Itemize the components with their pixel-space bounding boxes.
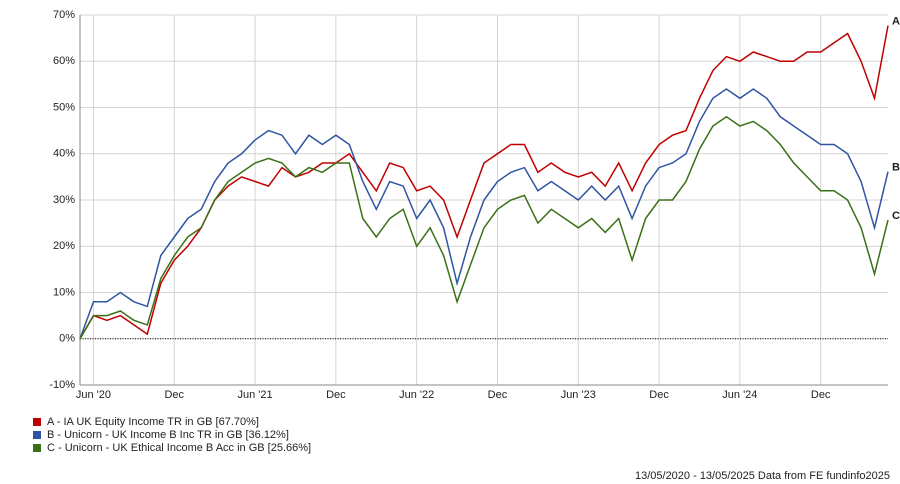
y-tick-label: 70% (53, 9, 75, 21)
legend-swatch (33, 431, 41, 439)
legend-swatch (33, 444, 41, 452)
y-tick-label: 50% (53, 101, 75, 113)
legend-swatch (33, 418, 41, 426)
legend-label: B - Unicorn - UK Income B Inc TR in GB [… (47, 429, 289, 441)
x-tick-label: Dec (811, 389, 831, 401)
legend-label: C - Unicorn - UK Ethical Income B Acc in… (47, 442, 311, 454)
x-tick-label: Dec (326, 389, 346, 401)
end-label: A (892, 16, 900, 28)
y-tick-label: 60% (53, 55, 75, 67)
x-tick-label: Dec (164, 389, 184, 401)
x-tick-label: Jun '20 (76, 389, 111, 401)
footer: 13/05/2020 - 13/05/2025 Data from FE fun… (635, 470, 890, 482)
y-tick-label: 40% (53, 148, 75, 160)
y-tick-label: 10% (53, 286, 75, 298)
series-line (79, 25, 889, 340)
y-tick-label: 30% (53, 194, 75, 206)
x-tick-label: Dec (488, 389, 508, 401)
y-tick-label: -10% (49, 379, 75, 391)
x-tick-label: Jun '21 (237, 389, 272, 401)
x-tick-label: Jun '23 (561, 389, 596, 401)
x-tick-label: Dec (649, 389, 669, 401)
end-label: C (892, 210, 900, 222)
x-tick-label: Jun '22 (399, 389, 434, 401)
series-line (79, 115, 889, 340)
y-tick-label: 20% (53, 240, 75, 252)
x-tick-label: Jun '24 (722, 389, 757, 401)
end-label: B (892, 162, 900, 174)
legend-label: A - IA UK Equity Income TR in GB [67.70%… (47, 416, 259, 428)
series-line (79, 88, 889, 340)
y-tick-label: 0% (59, 333, 75, 345)
